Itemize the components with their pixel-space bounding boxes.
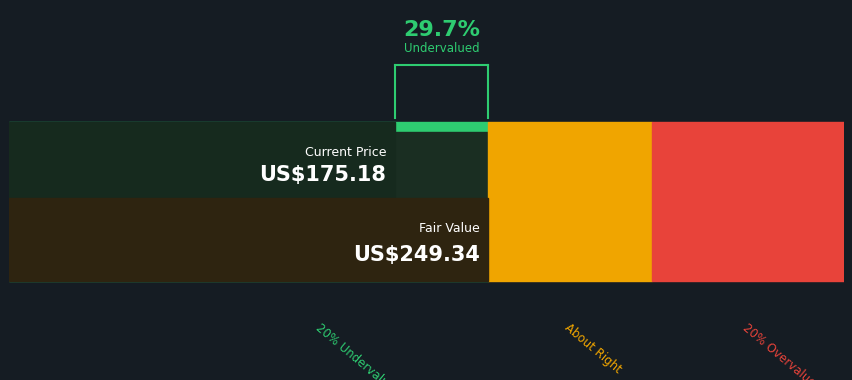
Bar	[488, 122, 652, 132]
Bar	[652, 122, 843, 132]
Bar	[9, 122, 488, 132]
Bar	[9, 122, 394, 198]
Text: Undervalued: Undervalued	[403, 42, 479, 55]
Text: US$175.18: US$175.18	[259, 165, 386, 185]
Text: About Right: About Right	[561, 321, 623, 376]
Bar	[652, 132, 843, 271]
Bar	[488, 271, 652, 281]
Bar	[9, 132, 488, 271]
Bar	[652, 271, 843, 281]
Bar	[488, 132, 652, 271]
Text: Current Price: Current Price	[304, 146, 386, 158]
Text: 20% Overvalued: 20% Overvalued	[740, 321, 822, 380]
Bar	[9, 198, 488, 281]
Text: US$249.34: US$249.34	[353, 245, 480, 264]
Text: Fair Value: Fair Value	[419, 222, 480, 234]
Text: 29.7%: 29.7%	[403, 20, 480, 40]
Text: 20% Undervalued: 20% Undervalued	[313, 321, 401, 380]
Bar	[9, 271, 488, 281]
